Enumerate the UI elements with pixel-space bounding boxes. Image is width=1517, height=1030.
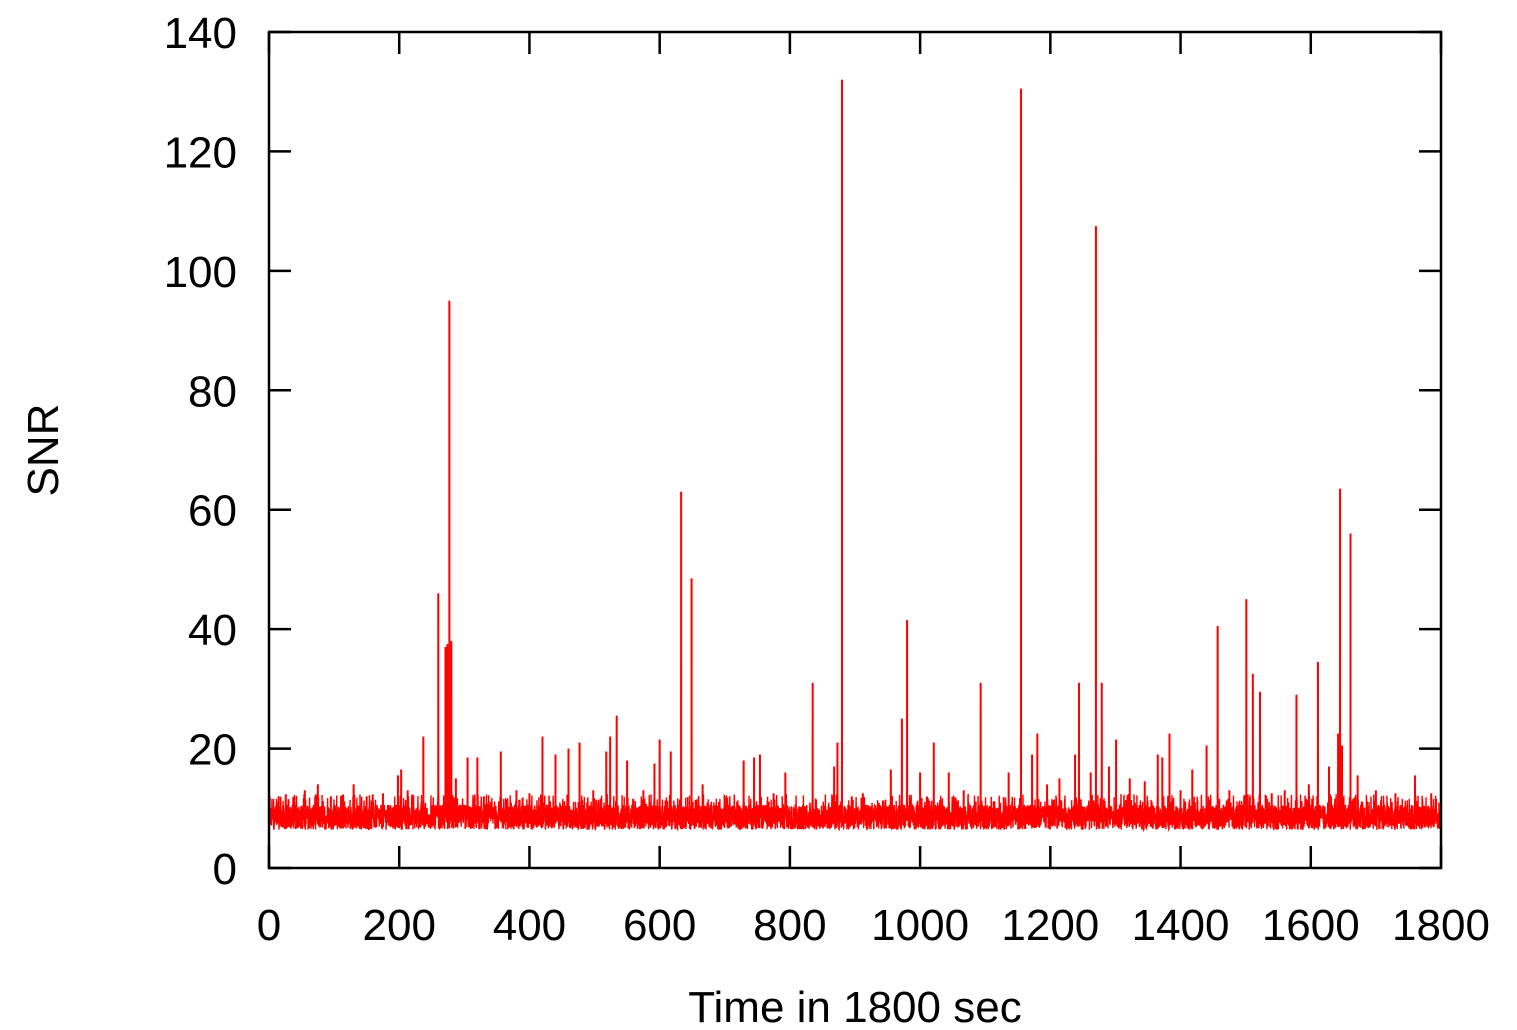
x-axis-ticks: 0 200 400 600 800 1000 1200 1400 1600 1800 — [257, 32, 1490, 950]
x-tick-label-1400: 1400 — [1132, 901, 1230, 950]
series-line-snr — [268, 79, 1442, 833]
x-axis-title: Time in 1800 sec — [688, 983, 1021, 1030]
x-tick-label-200: 200 — [363, 901, 436, 950]
x-tick-label-400: 400 — [493, 901, 566, 950]
x-tick-label-1800: 1800 — [1392, 901, 1490, 950]
y-tick-label-140: 140 — [164, 9, 237, 58]
y-tick-label-100: 100 — [164, 248, 237, 297]
x-tick-label-1000: 1000 — [871, 901, 969, 950]
y-tick-label-20: 20 — [188, 726, 237, 775]
y-tick-label-60: 60 — [188, 487, 237, 536]
y-tick-label-120: 120 — [164, 128, 237, 177]
y-tick-label-0: 0 — [213, 845, 237, 894]
y-axis-title: SNR — [19, 404, 68, 497]
x-tick-label-0: 0 — [257, 901, 281, 950]
y-tick-label-80: 80 — [188, 367, 237, 416]
y-tick-label-40: 40 — [188, 606, 237, 655]
x-tick-label-1600: 1600 — [1262, 901, 1360, 950]
plot-frame — [267, 30, 1443, 870]
x-tick-label-1200: 1200 — [1001, 901, 1099, 950]
y-axis-ticks: 0 20 40 60 80 100 120 140 — [164, 9, 1441, 894]
x-tick-label-800: 800 — [753, 901, 826, 950]
plot-series — [268, 79, 1442, 833]
x-tick-label-600: 600 — [623, 901, 696, 950]
